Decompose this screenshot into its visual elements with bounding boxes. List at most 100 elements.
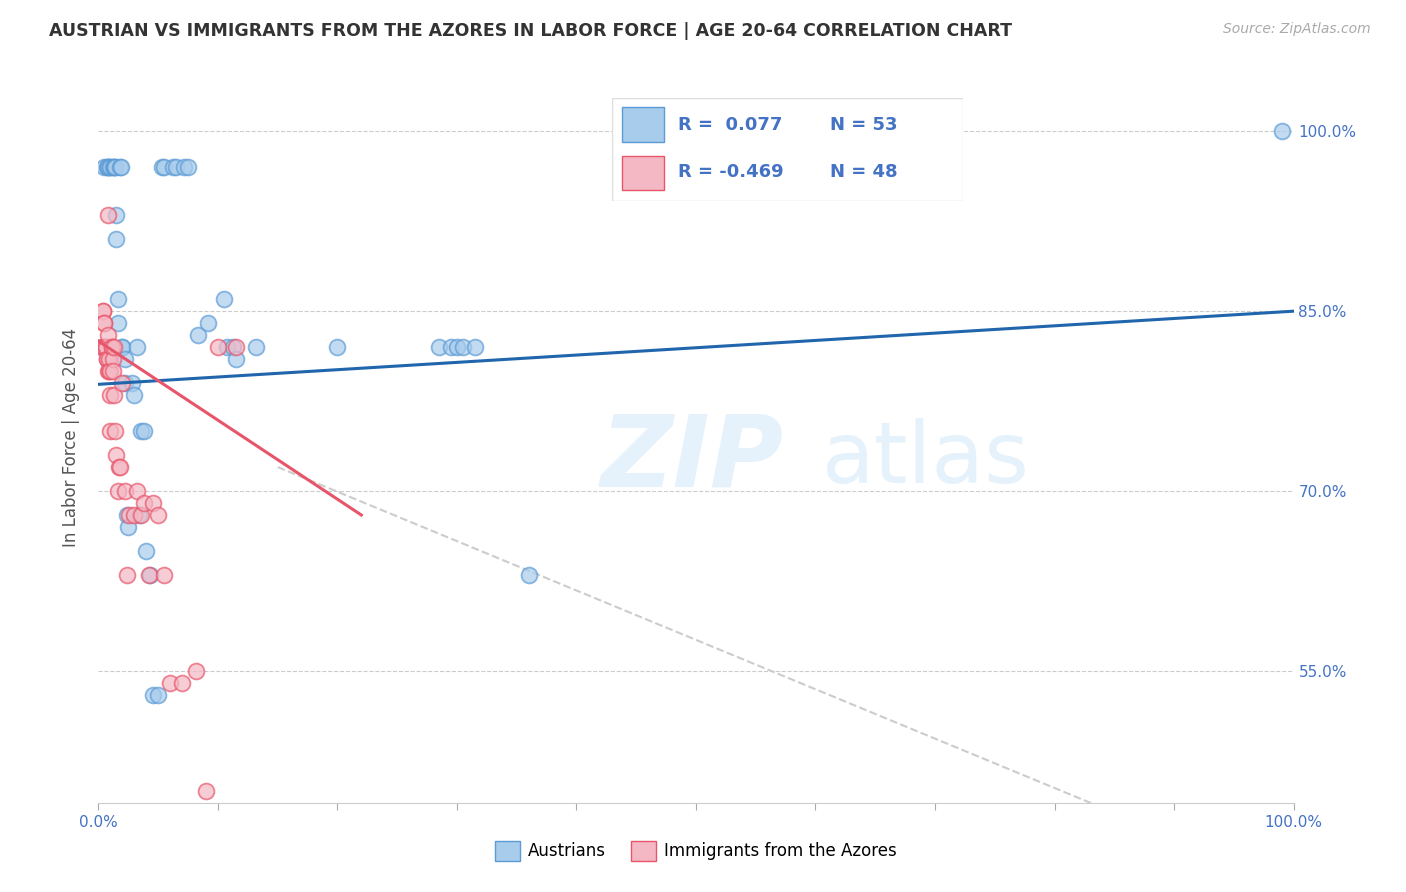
Point [177, 161, 200, 175]
Point [108, 460, 131, 475]
Point [440, 340, 463, 354]
Point [94, 340, 117, 354]
Point [93, 316, 115, 330]
Point [153, 568, 176, 582]
Point [187, 328, 209, 343]
Point [96, 161, 118, 175]
Point [97, 208, 120, 222]
Point [114, 483, 136, 498]
Point [148, 688, 170, 702]
Text: N = 53: N = 53 [830, 116, 897, 134]
Point [100, 340, 122, 354]
Point [103, 340, 125, 354]
Point [464, 340, 486, 354]
Point [148, 508, 170, 522]
Point [98, 161, 122, 175]
Point [97, 161, 120, 175]
Point [132, 496, 155, 510]
Point [125, 340, 148, 354]
Point [446, 340, 468, 354]
Point [207, 340, 229, 354]
Point [93, 316, 115, 330]
Point [128, 508, 150, 522]
Text: ZIP: ZIP [600, 410, 783, 508]
Point [98, 364, 121, 378]
Point [91, 304, 114, 318]
Point [173, 161, 195, 175]
Point [93, 161, 115, 175]
Y-axis label: In Labor Force | Age 20-64: In Labor Force | Age 20-64 [62, 327, 80, 547]
Point [217, 340, 239, 354]
FancyBboxPatch shape [621, 107, 665, 142]
Point [125, 483, 148, 498]
Point [96, 352, 118, 367]
Point [114, 376, 136, 391]
Point [197, 316, 219, 330]
Point [115, 508, 138, 522]
Text: AUSTRIAN VS IMMIGRANTS FROM THE AZORES IN LABOR FORCE | AGE 20-64 CORRELATION CH: AUSTRIAN VS IMMIGRANTS FROM THE AZORES I… [49, 22, 1012, 40]
Point [103, 161, 125, 175]
FancyBboxPatch shape [612, 98, 963, 201]
Point [97, 328, 120, 343]
Point [98, 161, 122, 175]
Point [131, 424, 153, 438]
Point [150, 161, 173, 175]
Point [517, 568, 540, 582]
Point [124, 508, 146, 522]
Point [159, 676, 181, 690]
Legend: Austrians, Immigrants from the Azores: Austrians, Immigrants from the Azores [488, 834, 904, 868]
Point [105, 232, 128, 246]
Point [111, 340, 134, 354]
Point [326, 340, 349, 354]
Point [118, 508, 141, 522]
Point [97, 364, 120, 378]
Point [115, 568, 138, 582]
Point [427, 340, 450, 354]
Point [135, 544, 157, 558]
Point [93, 340, 115, 354]
Point [98, 352, 121, 367]
Point [131, 508, 153, 522]
Point [107, 460, 129, 475]
Point [104, 161, 127, 175]
Point [108, 161, 131, 175]
Point [100, 340, 122, 354]
Point [139, 568, 162, 582]
Point [172, 676, 194, 690]
Point [142, 688, 165, 702]
Text: R =  0.077: R = 0.077 [678, 116, 783, 134]
Point [212, 292, 235, 306]
FancyBboxPatch shape [621, 155, 665, 190]
Point [91, 340, 114, 354]
Point [121, 376, 143, 391]
Point [142, 496, 165, 510]
Point [105, 448, 128, 462]
Point [111, 340, 134, 354]
Point [104, 424, 127, 438]
Point [94, 340, 117, 354]
Text: N = 48: N = 48 [830, 163, 897, 181]
Point [153, 161, 176, 175]
Point [225, 352, 247, 367]
Point [91, 340, 114, 354]
Point [107, 292, 129, 306]
Point [105, 208, 128, 222]
Point [101, 352, 124, 367]
Point [225, 340, 247, 354]
Point [98, 424, 122, 438]
Point [195, 784, 218, 798]
Point [451, 340, 474, 354]
Text: R = -0.469: R = -0.469 [678, 163, 785, 181]
Point [110, 161, 132, 175]
Point [101, 364, 124, 378]
Point [107, 316, 129, 330]
Text: Source: ZipAtlas.com: Source: ZipAtlas.com [1223, 22, 1371, 37]
Point [104, 161, 127, 175]
Point [114, 352, 136, 367]
Point [124, 388, 146, 402]
Point [101, 161, 124, 175]
Point [1271, 124, 1294, 138]
Point [132, 424, 155, 438]
Point [103, 388, 125, 402]
Point [222, 340, 245, 354]
